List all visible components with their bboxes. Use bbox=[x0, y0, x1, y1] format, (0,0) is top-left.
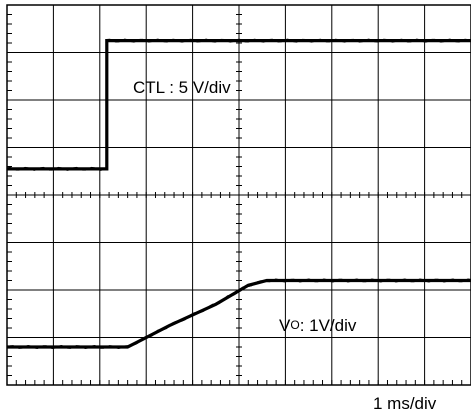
vo-label-main: V bbox=[279, 316, 291, 335]
ctl-trace-label: CTL : 5 V/div bbox=[133, 78, 231, 97]
trace-noise-vo bbox=[6, 278, 471, 349]
scope-grid bbox=[6, 4, 471, 386]
vo-label-suffix: : 1V/div bbox=[300, 316, 357, 335]
vo-label-sub: O bbox=[290, 318, 299, 332]
grid-frame bbox=[6, 4, 471, 386]
vo-trace-label: VO: 1V/div bbox=[279, 316, 357, 335]
trace-noise-ctl bbox=[6, 38, 471, 171]
scope-traces bbox=[6, 38, 471, 349]
x-scale-label: 1 ms/div bbox=[373, 394, 437, 413]
